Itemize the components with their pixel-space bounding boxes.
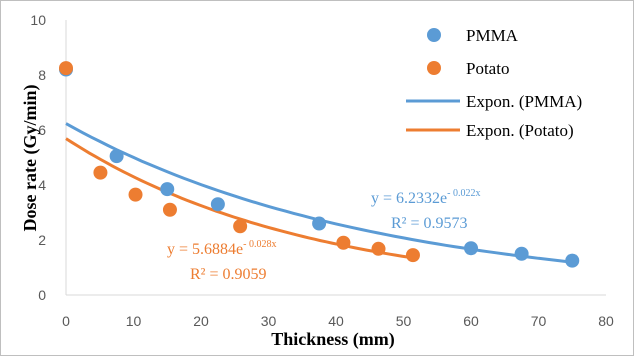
- y-tick-label: 10: [30, 12, 46, 28]
- legend-marker: [427, 28, 441, 42]
- x-tick-label: 80: [598, 313, 614, 329]
- pmma-equation-main: y = 6.2332e: [371, 190, 447, 207]
- y-tick-label: 0: [38, 287, 46, 303]
- data-point: [405, 248, 420, 263]
- x-tick-label: 70: [531, 313, 547, 329]
- x-tick-label: 40: [328, 313, 344, 329]
- data-point: [93, 165, 108, 180]
- data-point: [565, 253, 580, 268]
- pmma-equation: y = 6.2332e- 0.022x: [371, 188, 480, 207]
- data-point: [128, 187, 143, 202]
- potato-equation-main: y = 5.6884e: [167, 241, 243, 258]
- data-point: [336, 235, 351, 250]
- data-point: [109, 149, 124, 164]
- axes: 0 10 20 30 40 50 60 70 80 0 2 4 6 8 10: [30, 12, 614, 329]
- potato-r2: R² = 0.9059: [190, 266, 267, 283]
- trendline: [65, 137, 414, 260]
- y-tick-label: 8: [38, 67, 46, 83]
- data-point: [210, 197, 225, 212]
- data-point: [233, 219, 248, 234]
- legend-label: Expon. (Potato): [466, 121, 574, 140]
- x-tick-label: 60: [463, 313, 479, 329]
- data-point: [59, 61, 73, 76]
- x-axis-title: Thickness (mm): [271, 329, 395, 350]
- pmma-r2: R² = 0.9573: [391, 215, 468, 232]
- legend-label: PMMA: [466, 26, 519, 45]
- potato-equation: y = 5.6884e- 0.028x: [167, 239, 276, 258]
- data-point: [162, 202, 177, 217]
- data-point: [514, 246, 529, 261]
- x-tick-label: 30: [261, 313, 277, 329]
- pmma-equation-exponent: - 0.022x: [447, 188, 480, 199]
- data-point: [464, 241, 478, 256]
- y-axis-title: Dose rate (Gy/min): [20, 85, 41, 232]
- legend-marker: [427, 61, 441, 75]
- potato-equation-exponent: - 0.028x: [243, 239, 276, 250]
- x-tick-label: 0: [62, 313, 70, 329]
- data-point: [160, 182, 175, 197]
- y-tick-label: 6: [38, 122, 46, 138]
- legend-label: Expon. (PMMA): [466, 92, 582, 111]
- x-tick-label: 10: [126, 313, 142, 329]
- legend-label: Potato: [466, 59, 509, 78]
- data-points: [59, 61, 580, 268]
- x-tick-label: 20: [193, 313, 209, 329]
- y-tick-label: 2: [38, 232, 46, 248]
- data-point: [312, 216, 327, 231]
- legend: PMMA Potato Expon. (PMMA) Expon. (Potato): [406, 26, 582, 140]
- data-point: [371, 241, 386, 256]
- x-tick-label: 50: [396, 313, 412, 329]
- y-tick-label: 4: [38, 177, 46, 193]
